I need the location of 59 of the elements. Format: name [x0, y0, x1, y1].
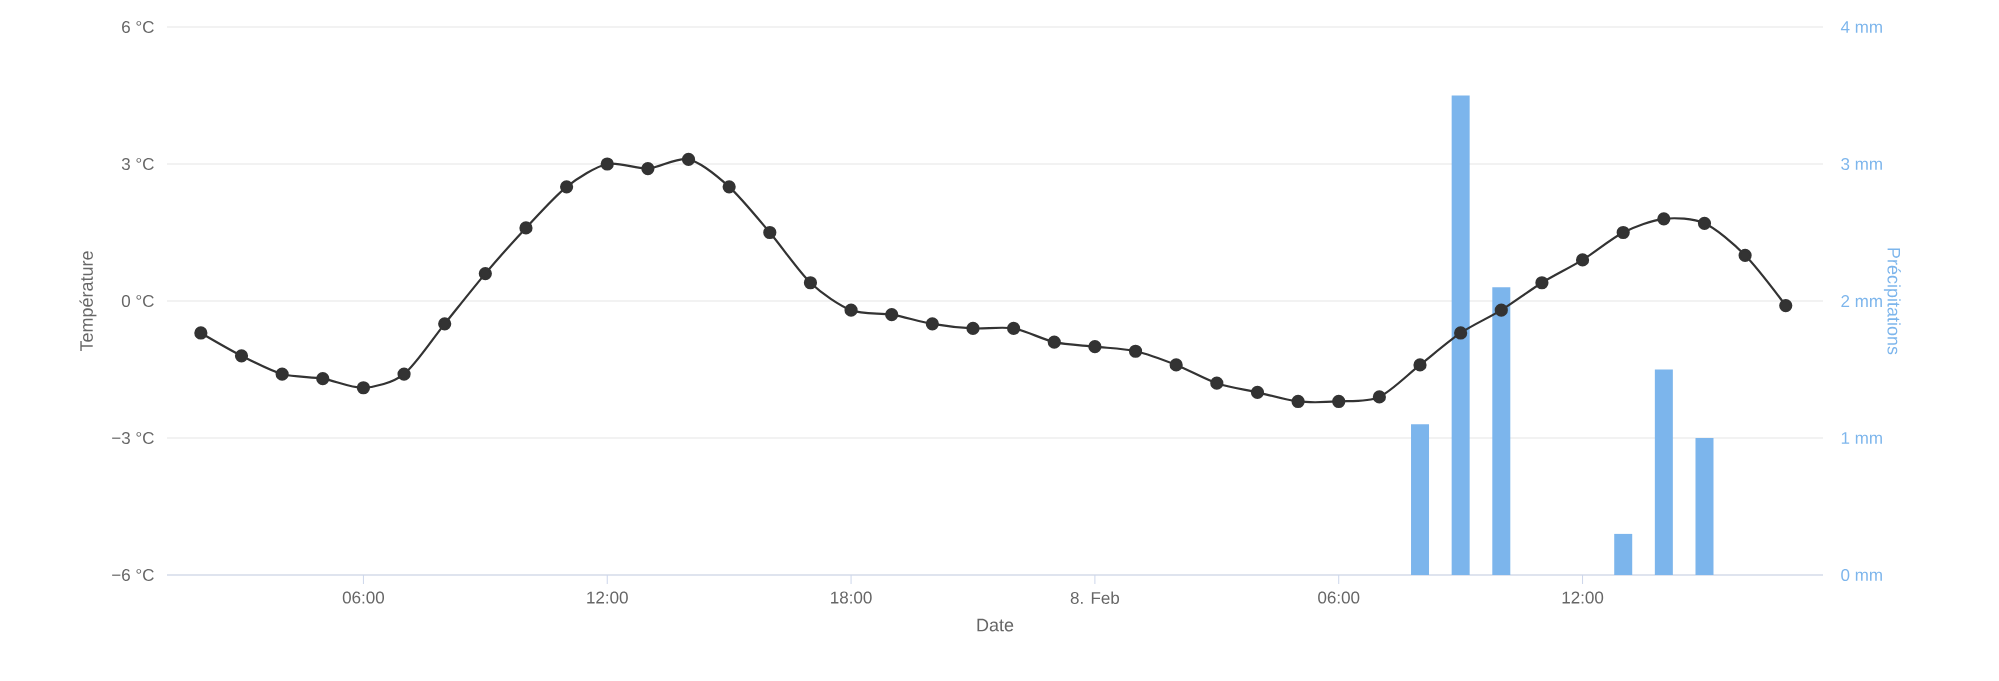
x-axis-title: Date	[977, 618, 1014, 632]
point	[681, 152, 696, 167]
point	[194, 326, 208, 340]
x-tick-label: 12:00	[587, 591, 628, 604]
y-tick-label: 6 °C	[122, 20, 154, 34]
point	[560, 180, 574, 194]
x-tick-label: 06:00	[342, 591, 385, 604]
point	[1575, 253, 1590, 267]
point	[1454, 326, 1468, 340]
point	[234, 349, 249, 363]
y-axis-title: Température	[79, 251, 97, 352]
point	[722, 180, 736, 194]
point	[1291, 394, 1305, 409]
point	[1697, 216, 1712, 230]
point	[438, 317, 452, 331]
point	[1657, 212, 1671, 226]
point	[275, 367, 289, 381]
point	[1169, 358, 1183, 372]
y2-tick-label: 4 mm	[1840, 21, 1882, 33]
point	[966, 321, 980, 335]
y2-tick-label: 1 mm	[1841, 432, 1882, 444]
x-tick-label: 06:00	[1318, 591, 1360, 604]
point	[763, 225, 777, 240]
point	[1128, 344, 1143, 358]
point	[1372, 390, 1386, 404]
point	[1250, 385, 1265, 399]
point	[925, 317, 939, 331]
x-tick-label: 8. Feb	[1070, 591, 1120, 605]
point	[1494, 303, 1508, 317]
point	[1413, 358, 1427, 372]
point	[1047, 335, 1061, 349]
point	[600, 157, 614, 171]
point	[397, 367, 411, 381]
point	[885, 308, 899, 322]
y-tick-label: −3 °C	[112, 431, 154, 445]
point	[1088, 340, 1102, 354]
x-tick-label: 12:00	[1562, 591, 1604, 604]
point	[519, 221, 533, 235]
y2-tick-label: 0 mm	[1841, 568, 1882, 582]
point	[1332, 394, 1346, 409]
x-tick-label: 18:00	[831, 591, 872, 604]
y2-tick-label: 3 mm	[1841, 157, 1882, 171]
y-tick-label: 3 °C	[121, 157, 154, 171]
point	[1779, 298, 1793, 313]
y2-tick-label: 2 mm	[1841, 295, 1882, 307]
y-tick-label: −6 °C	[112, 568, 154, 582]
point	[316, 372, 330, 386]
point	[1210, 376, 1224, 390]
y2-axis-title: Précipitations	[1883, 248, 1901, 355]
point	[1616, 225, 1630, 240]
point	[1007, 321, 1021, 335]
point	[1738, 248, 1752, 262]
point	[478, 266, 492, 281]
point	[356, 381, 371, 395]
point	[844, 303, 858, 317]
point	[1535, 276, 1549, 290]
point	[641, 161, 655, 176]
y-tick-label: 0 °C	[121, 294, 154, 308]
point	[803, 276, 818, 290]
